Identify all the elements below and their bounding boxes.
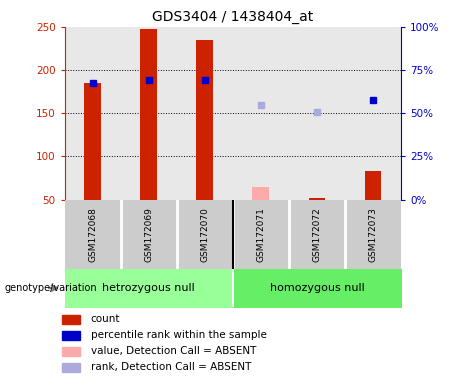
Bar bbox=[196, 40, 213, 200]
Bar bbox=[140, 28, 157, 200]
Text: GSM172071: GSM172071 bbox=[256, 207, 266, 262]
Title: GDS3404 / 1438404_at: GDS3404 / 1438404_at bbox=[152, 10, 313, 25]
FancyBboxPatch shape bbox=[62, 331, 80, 340]
Bar bbox=[365, 171, 381, 200]
Text: homozygous null: homozygous null bbox=[270, 283, 364, 293]
Text: GSM172073: GSM172073 bbox=[368, 207, 378, 262]
FancyBboxPatch shape bbox=[62, 315, 80, 324]
Text: GSM172068: GSM172068 bbox=[88, 207, 97, 262]
FancyBboxPatch shape bbox=[62, 347, 80, 356]
Text: genotype/variation: genotype/variation bbox=[5, 283, 97, 293]
Text: GSM172072: GSM172072 bbox=[313, 207, 321, 262]
FancyBboxPatch shape bbox=[62, 363, 80, 372]
Text: percentile rank within the sample: percentile rank within the sample bbox=[91, 330, 267, 340]
Bar bbox=[84, 83, 101, 200]
Text: GSM172069: GSM172069 bbox=[144, 207, 153, 262]
Text: count: count bbox=[91, 314, 120, 324]
Bar bbox=[308, 198, 325, 200]
Text: GSM172070: GSM172070 bbox=[200, 207, 209, 262]
Text: rank, Detection Call = ABSENT: rank, Detection Call = ABSENT bbox=[91, 362, 251, 372]
Text: hetrozygous null: hetrozygous null bbox=[102, 283, 195, 293]
Text: value, Detection Call = ABSENT: value, Detection Call = ABSENT bbox=[91, 346, 256, 356]
Bar bbox=[253, 187, 269, 200]
